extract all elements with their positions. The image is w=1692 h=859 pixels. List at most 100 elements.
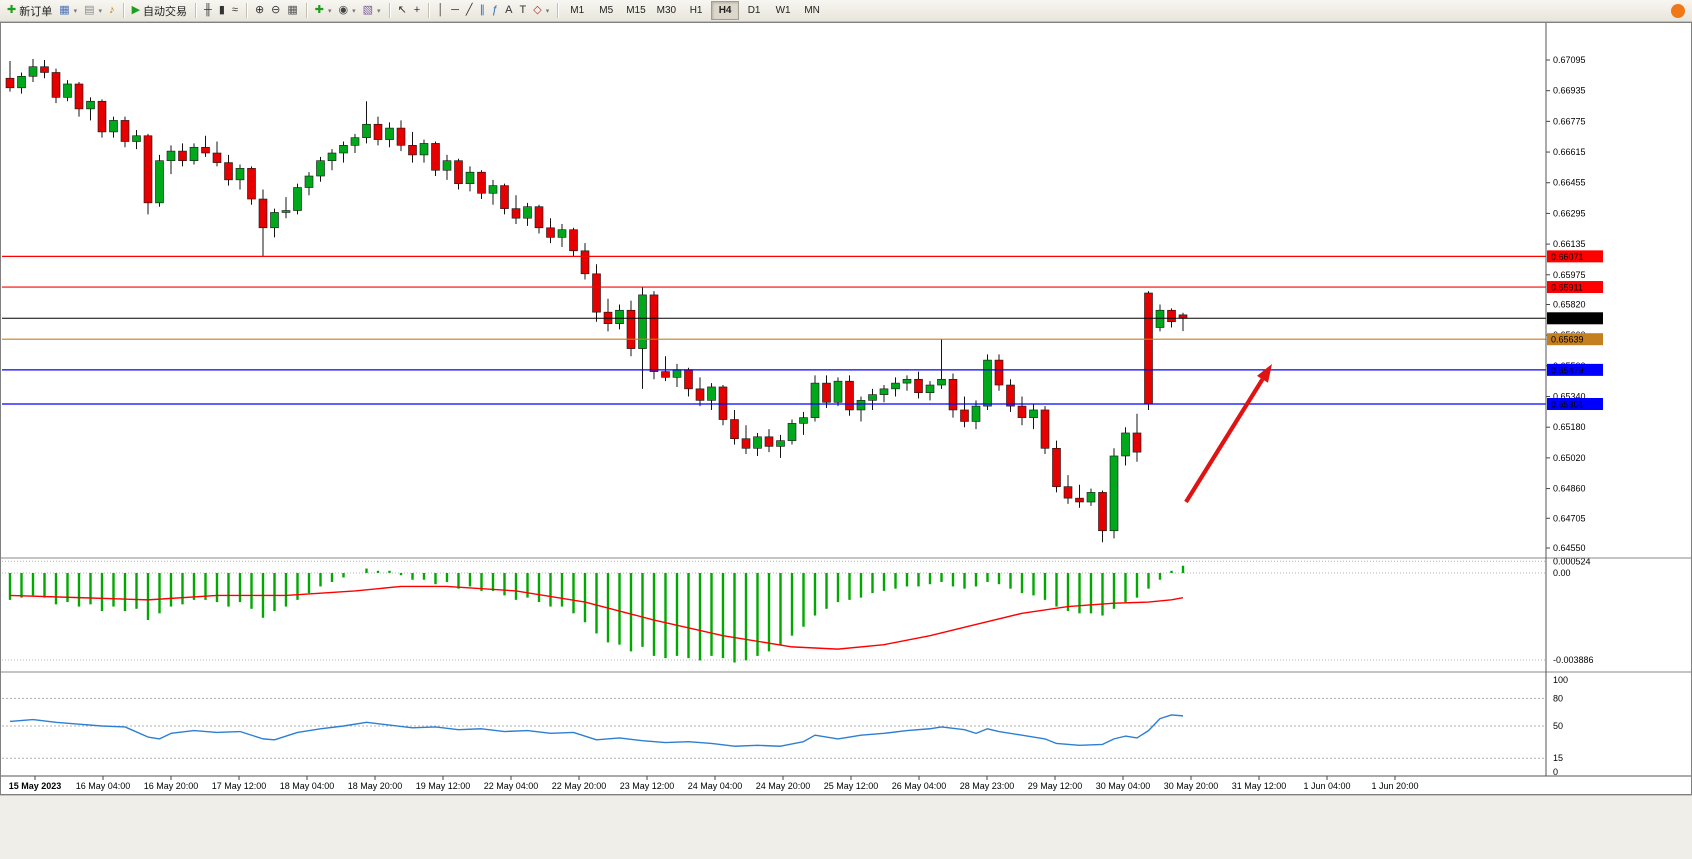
toolbar-separator bbox=[428, 3, 430, 18]
candle-body bbox=[684, 369, 693, 390]
price-level-flag-text: 0.66071 bbox=[1551, 252, 1584, 262]
arrow-annotation[interactable] bbox=[1184, 378, 1265, 504]
alerts-button[interactable]: ♪ bbox=[106, 2, 118, 20]
zoom-in-button[interactable]: ⊕ bbox=[252, 2, 267, 20]
add-indicator-button[interactable]: ✚ ▾ bbox=[312, 2, 335, 20]
time-axis-label: 16 May 04:00 bbox=[76, 781, 131, 791]
workspace-background bbox=[0, 795, 1692, 859]
candle-body bbox=[914, 378, 923, 393]
bar-chart-button[interactable]: ╫ bbox=[201, 2, 215, 20]
candle-body bbox=[626, 309, 636, 349]
price-level-flag-text: 0.65479 bbox=[1551, 365, 1584, 375]
candle-body bbox=[1040, 409, 1050, 449]
line-chart-button[interactable]: ≈ bbox=[229, 2, 241, 20]
templates-button[interactable]: ▧ ▾ bbox=[360, 2, 384, 20]
price-level-flag bbox=[1547, 250, 1603, 263]
candle-body bbox=[1132, 432, 1142, 453]
text-button[interactable]: A bbox=[502, 2, 515, 20]
bar-chart-icon: ╫ bbox=[204, 4, 212, 16]
autotrading-button[interactable]: ▶ 自动交易 bbox=[129, 2, 190, 20]
time-axis-label: 15 May 2023 bbox=[9, 781, 62, 791]
candle-body bbox=[971, 405, 981, 422]
candle-body bbox=[1006, 384, 1015, 407]
profiles-button[interactable]: ▤ ▾ bbox=[81, 2, 105, 20]
candle-body bbox=[948, 378, 958, 411]
channel-button[interactable]: ∥ bbox=[477, 2, 489, 20]
time-axis-label: 29 May 12:00 bbox=[1028, 781, 1083, 791]
candle-body bbox=[40, 66, 49, 73]
candle-body bbox=[822, 382, 831, 403]
price-axis-label: 0.64705 bbox=[1553, 513, 1586, 523]
new-chart-button[interactable]: ▦ ▾ bbox=[56, 2, 80, 20]
time-axis-label: 22 May 20:00 bbox=[552, 781, 607, 791]
candle-body bbox=[247, 168, 256, 200]
candle-body bbox=[28, 66, 38, 77]
cursor-button[interactable]: ↖ bbox=[395, 2, 410, 20]
candle-body bbox=[672, 369, 682, 378]
price-axis-label: 0.65020 bbox=[1553, 453, 1586, 463]
timeframe-d1-button[interactable]: D1 bbox=[747, 5, 761, 16]
dropdown-arrow-icon: ▾ bbox=[98, 7, 103, 15]
candle-body bbox=[1121, 432, 1130, 457]
candle-body bbox=[994, 359, 1004, 386]
dropdown-arrow-icon: ▾ bbox=[73, 7, 78, 15]
candle-body bbox=[258, 198, 268, 229]
dropdown-arrow-icon: ▾ bbox=[328, 7, 332, 15]
timeframe-m5-button[interactable]: M5 bbox=[599, 5, 614, 16]
fibonacci-button[interactable]: ƒ bbox=[489, 2, 501, 20]
time-axis-label: 19 May 12:00 bbox=[416, 781, 471, 791]
label-button[interactable]: T bbox=[516, 2, 529, 20]
timeframe-mn-button[interactable]: MN bbox=[804, 5, 820, 16]
chart-canvas[interactable]: 0.67095 0.66935 0.66775 0.66615 0.66455 0.662… bbox=[0, 22, 1692, 795]
price-axis-label: 0.65975 bbox=[1553, 270, 1586, 280]
candle-body bbox=[787, 423, 797, 441]
candle-body bbox=[212, 152, 222, 163]
price-axis-label: 0.65180 bbox=[1553, 422, 1586, 432]
candle-body bbox=[1109, 455, 1119, 532]
timeframe-m1-button[interactable]: M1 bbox=[570, 5, 585, 16]
shapes-icon: ◇ bbox=[533, 4, 542, 16]
timeframe-w1-button[interactable]: W1 bbox=[775, 5, 791, 16]
candle-body bbox=[235, 168, 245, 181]
new-order-button-label: 新订单 bbox=[19, 5, 53, 18]
candle-body bbox=[1167, 309, 1176, 323]
candlestick-chart-button[interactable]: ▮ bbox=[216, 2, 228, 20]
horizontal-line-button[interactable]: ─ bbox=[448, 2, 462, 20]
candle-body bbox=[431, 143, 440, 171]
candle-body bbox=[17, 76, 26, 89]
time-axis-label: 18 May 04:00 bbox=[280, 781, 335, 791]
profiles-icon: ▤ bbox=[84, 4, 95, 16]
new-chart-icon: ▦ bbox=[59, 4, 70, 16]
time-axis-label: 24 May 04:00 bbox=[688, 781, 743, 791]
timeframe-m30-button[interactable]: M30 bbox=[656, 5, 677, 16]
timeframe-h4-button[interactable]: H4 bbox=[711, 1, 740, 20]
price-axis-label: 0.66135 bbox=[1553, 239, 1586, 249]
candle-body bbox=[281, 210, 291, 213]
crosshair-icon: + bbox=[413, 4, 421, 16]
candle-body bbox=[1029, 409, 1038, 418]
shapes-button[interactable]: ◇ ▾ bbox=[530, 2, 552, 20]
candle-body bbox=[1063, 486, 1073, 499]
price-axis-label: 0.66295 bbox=[1553, 208, 1586, 218]
price-axis-label: 0.66615 bbox=[1553, 147, 1586, 157]
community-icon[interactable] bbox=[1671, 3, 1685, 18]
periods-icon: ◉ bbox=[338, 4, 349, 16]
timeframe-h1-button[interactable]: H1 bbox=[689, 5, 703, 16]
candle-body bbox=[776, 440, 785, 447]
macd-axis-label: 0.00 bbox=[1553, 568, 1571, 578]
timeframe-m15-button[interactable]: M15 bbox=[626, 5, 646, 16]
candle-body bbox=[1075, 497, 1084, 503]
vertical-line-button[interactable]: │ bbox=[434, 2, 447, 20]
dropdown-arrow-icon: ▾ bbox=[377, 7, 381, 15]
tile-windows-button[interactable]: ▦ bbox=[284, 2, 300, 20]
zoom-out-button[interactable]: ⊖ bbox=[268, 2, 283, 20]
rsi-axis-label: 15 bbox=[1553, 753, 1563, 763]
periods-button[interactable]: ◉ ▾ bbox=[336, 2, 359, 20]
crosshair-button[interactable]: + bbox=[411, 2, 423, 20]
new-order-button[interactable]: ✚ 新订单 bbox=[4, 2, 55, 20]
trendline-button[interactable]: ╱ bbox=[463, 2, 476, 20]
candle-body bbox=[385, 127, 394, 140]
time-axis-label: 30 May 04:00 bbox=[1096, 781, 1151, 791]
candle-body bbox=[511, 208, 521, 219]
candle-body bbox=[327, 152, 337, 161]
